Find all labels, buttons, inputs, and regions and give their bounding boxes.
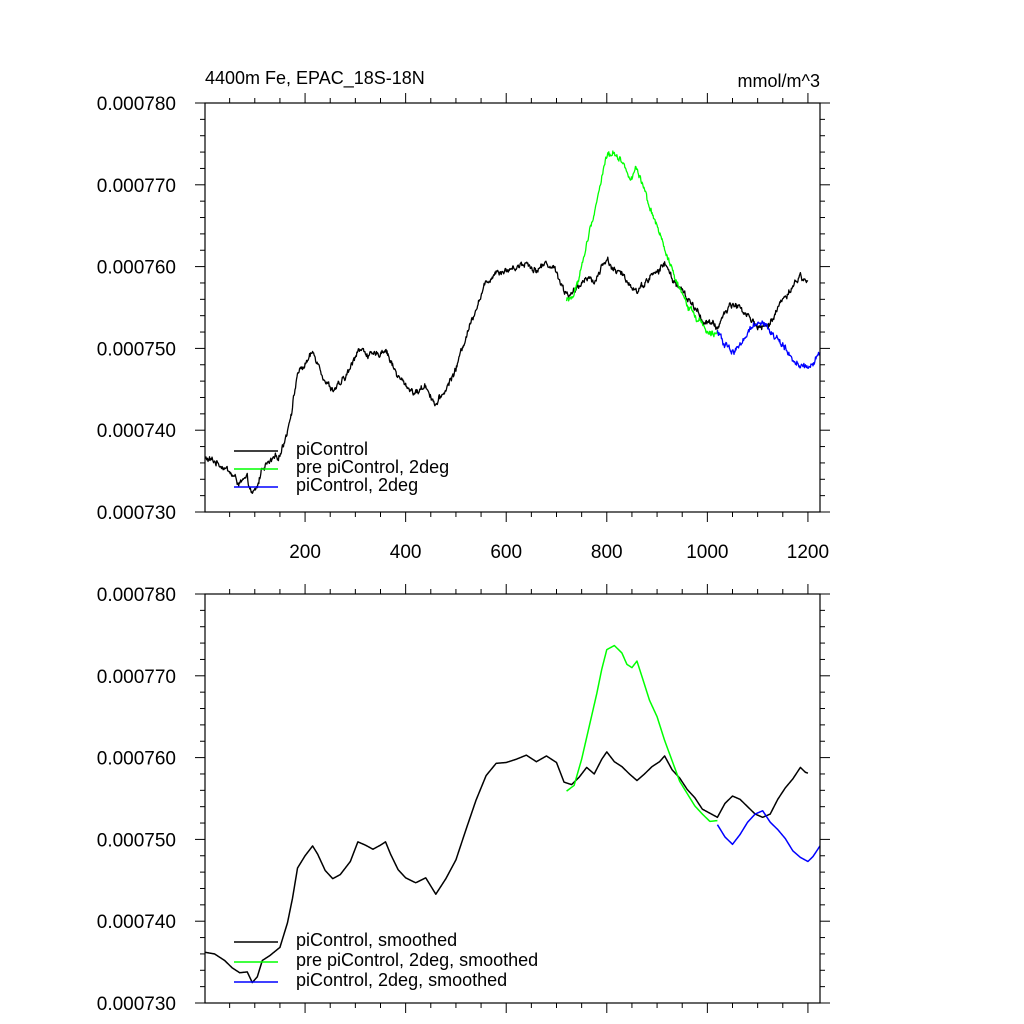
y-tick-label: 0.000770 (97, 176, 176, 197)
x-tick-label: 200 (289, 542, 321, 563)
top-series-layer (204, 150, 821, 494)
bottom-series-layer (204, 644, 821, 984)
y-tick-label: 0.000750 (97, 830, 176, 851)
top-plot-frame (204, 102, 821, 513)
bottom-panel: 0.000730 0.000740 0.000750 0.000760 0.000770… (97, 584, 830, 1015)
legend-label: pre piControl, 2deg (296, 457, 449, 477)
x-tick-label: 400 (390, 542, 422, 563)
x-tick-label: 800 (591, 542, 623, 563)
series-line-picontrol-smoothed (204, 751, 809, 984)
bottom-ticks-layer: 0.000730 0.000740 0.000750 0.000760 0.000770… (97, 584, 830, 1015)
y-tick-label: 0.000760 (97, 749, 176, 770)
y-tick-label: 0.000770 (97, 667, 176, 688)
y-tick-label: 0.000780 (97, 94, 176, 115)
legend-label: piControl, 2deg (296, 475, 418, 495)
x-tick-label: 1000 (686, 542, 728, 563)
top-ticks-layer: 200 400 600 800 1000 1200 0.000730 0.000740 0.00… (97, 93, 830, 563)
series-line-pre-picontrol-2deg-smoothed (566, 644, 718, 823)
legend-label: piControl (296, 439, 368, 459)
y-tick-label: 0.000740 (97, 421, 176, 442)
legend-label: pre piControl, 2deg, smoothed (296, 950, 538, 970)
x-tick-label: 1200 (787, 542, 829, 563)
series-line-picontrol (204, 256, 809, 494)
series-line-picontrol-2deg-smoothed (716, 810, 821, 863)
x-tick-label: 600 (490, 542, 522, 563)
legend-label: piControl, 2deg, smoothed (296, 970, 507, 990)
y-tick-label: 0.000740 (97, 912, 176, 933)
y-tick-label: 0.000730 (97, 994, 176, 1015)
y-tick-label: 0.000730 (97, 503, 176, 524)
top-panel-title: 4400m Fe, EPAC_18S-18N (205, 68, 425, 89)
series-line-picontrol-2deg (716, 320, 821, 369)
y-tick-label: 0.000780 (97, 585, 176, 606)
legend-label: piControl, smoothed (296, 930, 457, 950)
y-tick-label: 0.000750 (97, 339, 176, 360)
bottom-plot-frame (204, 593, 821, 1004)
y-tick-label: 0.000760 (97, 258, 176, 279)
series-line-pre-picontrol-2deg (565, 150, 719, 338)
top-panel: 4400m Fe, EPAC_18S-18N mmol/m^3 200 400 60… (97, 68, 830, 563)
top-panel-units: mmol/m^3 (738, 71, 820, 91)
